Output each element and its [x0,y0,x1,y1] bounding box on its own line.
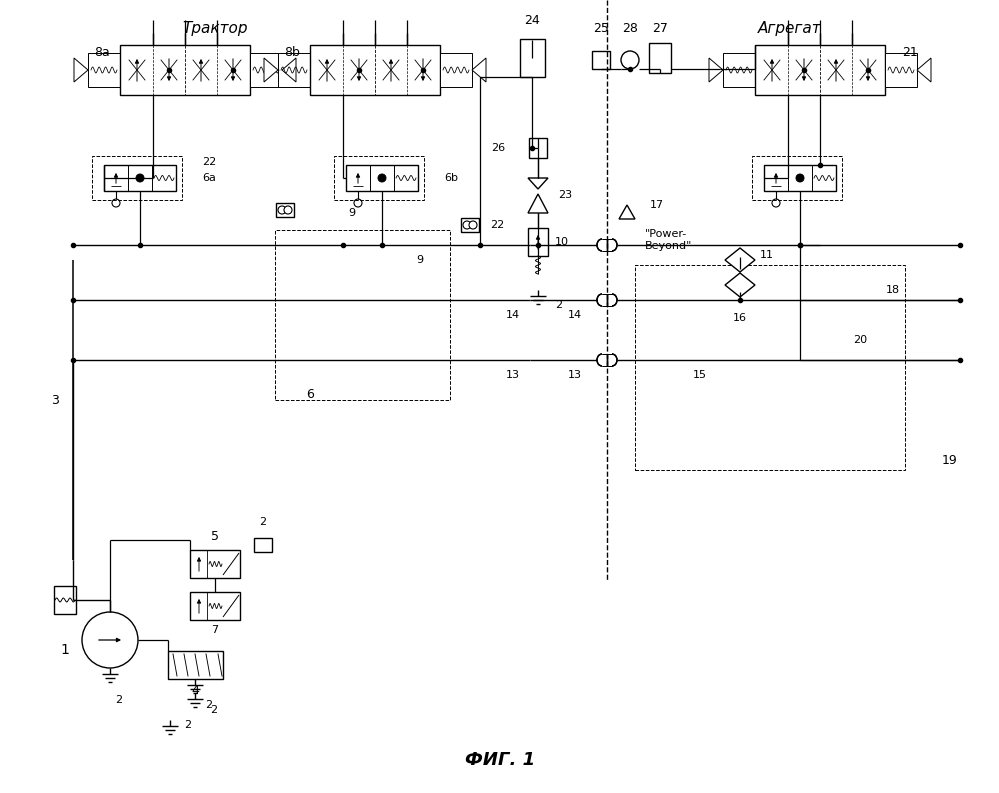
Bar [92,156,182,200]
Circle shape [621,51,639,69]
Text: 20: 20 [853,335,867,345]
Polygon shape [264,58,278,82]
Text: 22: 22 [490,220,504,230]
Bar [275,230,450,400]
Text: 1: 1 [61,643,70,657]
Text: 13: 13 [568,370,582,380]
Text: 7: 7 [212,625,219,635]
Text: 26: 26 [491,143,505,153]
Polygon shape [74,58,88,82]
Text: 2: 2 [184,720,191,730]
Polygon shape [725,273,755,297]
Text: 27: 27 [652,21,668,35]
Text: 16: 16 [733,313,747,323]
Polygon shape [917,58,931,82]
Circle shape [136,174,144,182]
Text: 6a: 6a [202,173,216,183]
Text: 2: 2 [115,695,122,705]
Text: 14: 14 [505,310,520,320]
Bar [310,45,440,95]
Text: "Power-
Beyond": "Power- Beyond" [645,229,692,251]
Text: 22: 22 [202,157,216,167]
Bar [54,586,76,614]
Bar [529,138,547,158]
Text: 9: 9 [349,208,356,218]
Polygon shape [528,194,548,213]
Bar [190,550,240,578]
Text: 3: 3 [51,393,59,407]
Text: Агрегат: Агрегат [758,21,822,36]
Circle shape [112,199,120,207]
Bar [520,39,545,77]
Bar [120,45,250,95]
Circle shape [82,612,138,668]
Polygon shape [282,58,296,82]
Text: 8b: 8b [284,47,300,59]
Text: 2: 2 [260,517,267,527]
Bar [346,165,418,191]
Text: ФИГ. 1: ФИГ. 1 [465,751,535,769]
Bar [592,51,610,69]
Bar [254,538,272,552]
Text: 19: 19 [942,454,958,466]
Text: 14: 14 [568,310,582,320]
Circle shape [469,221,477,229]
Text: 28: 28 [622,21,638,35]
Text: 6: 6 [306,389,314,401]
Text: 4: 4 [191,684,199,696]
Circle shape [378,174,386,182]
Bar [334,156,424,200]
Text: 2: 2 [555,300,562,310]
Text: 17: 17 [650,200,664,210]
Text: 21: 21 [902,47,918,59]
Text: 2: 2 [210,705,217,715]
Text: 23: 23 [558,190,572,200]
Bar [764,165,836,191]
Polygon shape [472,58,486,82]
Bar [104,165,176,191]
Bar [190,592,240,620]
Polygon shape [709,58,723,82]
Polygon shape [725,248,755,272]
Bar [278,53,310,87]
Circle shape [772,199,780,207]
Text: Трактор: Трактор [182,21,248,36]
Text: 6b: 6b [444,173,458,183]
Circle shape [278,206,286,214]
Bar [755,45,885,95]
Bar [250,53,282,87]
Text: 18: 18 [886,285,900,295]
Text: 15: 15 [693,370,707,380]
Text: 25: 25 [593,21,609,35]
Text: 2: 2 [205,700,212,710]
Bar [440,53,472,87]
Text: 24: 24 [524,13,539,26]
Text: 8a: 8a [94,47,110,59]
Bar [723,53,755,87]
Text: 5: 5 [211,530,219,542]
Bar [461,218,479,232]
Circle shape [354,199,362,207]
Text: 10: 10 [555,237,569,247]
Text: 11: 11 [760,250,774,260]
Bar [752,156,842,200]
Text: 13: 13 [506,370,520,380]
Bar [649,43,671,73]
Circle shape [284,206,292,214]
Bar [168,651,223,679]
Polygon shape [528,178,548,189]
Circle shape [463,221,471,229]
Bar [276,203,294,217]
Bar [88,53,120,87]
Bar [635,265,905,470]
Bar [885,53,917,87]
Polygon shape [619,205,635,219]
Bar [528,228,548,256]
Circle shape [796,174,804,182]
Text: 9: 9 [417,255,424,265]
